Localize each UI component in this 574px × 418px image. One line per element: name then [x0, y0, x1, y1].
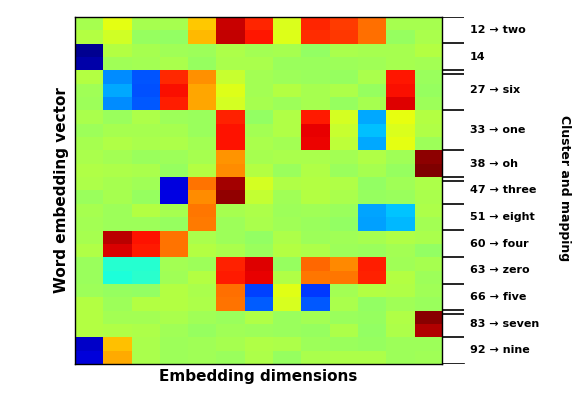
Text: 92 → nine: 92 → nine: [470, 345, 530, 355]
Text: 14: 14: [470, 52, 486, 62]
Text: 66 → five: 66 → five: [470, 292, 526, 302]
Text: 51 → eight: 51 → eight: [470, 212, 535, 222]
Text: Cluster and mapping: Cluster and mapping: [558, 115, 571, 261]
Text: 12 → two: 12 → two: [470, 25, 526, 35]
Text: 27 → six: 27 → six: [470, 85, 520, 95]
Y-axis label: Word embedding vector: Word embedding vector: [54, 87, 69, 293]
X-axis label: Embedding dimensions: Embedding dimensions: [159, 369, 358, 384]
Text: 33 → one: 33 → one: [470, 125, 525, 135]
Text: 47 → three: 47 → three: [470, 185, 537, 195]
Text: 63 → zero: 63 → zero: [470, 265, 530, 275]
Text: 38 → oh: 38 → oh: [470, 158, 518, 168]
Text: 60 → four: 60 → four: [470, 239, 529, 249]
Text: 83 → seven: 83 → seven: [470, 319, 540, 329]
